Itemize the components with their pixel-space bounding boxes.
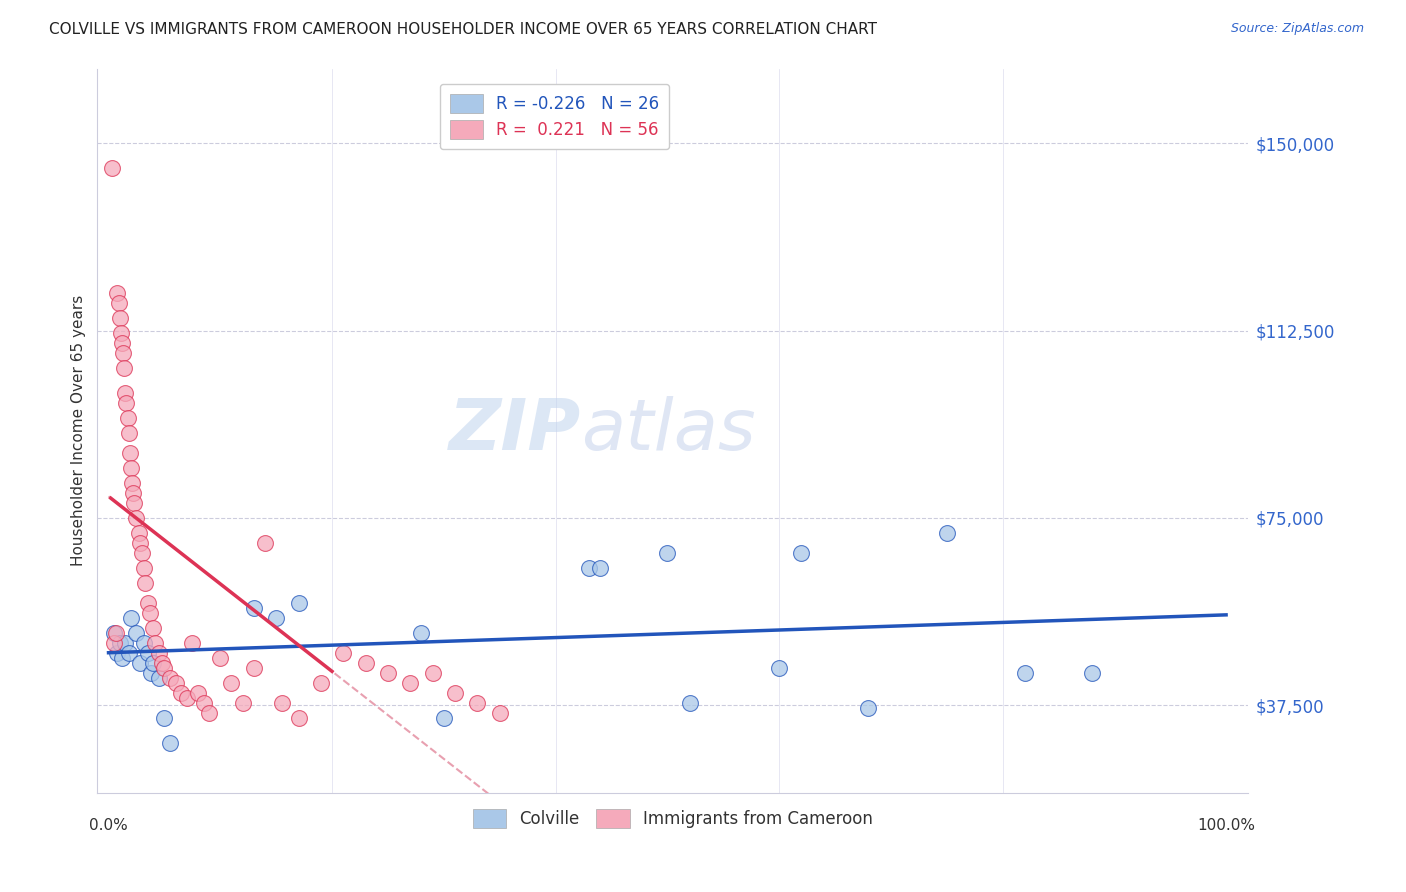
- Point: [309, 675, 332, 690]
- Point: [105, 625, 128, 640]
- Point: [264, 611, 287, 625]
- Point: [117, 426, 139, 441]
- Point: [589, 561, 612, 575]
- Legend: Colville, Immigrants from Cameroon: Colville, Immigrants from Cameroon: [467, 803, 880, 835]
- Text: 0.0%: 0.0%: [89, 818, 128, 832]
- Point: [332, 646, 354, 660]
- Point: [112, 346, 135, 360]
- Text: ZIP: ZIP: [449, 396, 581, 465]
- Point: [232, 696, 254, 710]
- Point: [103, 625, 125, 640]
- Point: [122, 486, 145, 500]
- Point: [153, 711, 176, 725]
- Point: [108, 311, 131, 326]
- Point: [209, 650, 232, 665]
- Point: [136, 596, 159, 610]
- Point: [176, 690, 198, 705]
- Point: [159, 736, 181, 750]
- Point: [488, 706, 510, 720]
- Point: [134, 575, 156, 590]
- Point: [221, 675, 243, 690]
- Point: [103, 636, 125, 650]
- Point: [114, 386, 136, 401]
- Point: [198, 706, 221, 720]
- Point: [117, 646, 139, 660]
- Point: [243, 600, 266, 615]
- Point: [433, 711, 456, 725]
- Point: [193, 696, 215, 710]
- Point: [108, 636, 131, 650]
- Point: [159, 671, 181, 685]
- Point: [120, 461, 142, 475]
- Text: Source: ZipAtlas.com: Source: ZipAtlas.com: [1230, 22, 1364, 36]
- Point: [120, 611, 142, 625]
- Point: [136, 646, 159, 660]
- Point: [790, 546, 813, 560]
- Point: [187, 686, 209, 700]
- Point: [107, 646, 129, 660]
- Point: [153, 661, 176, 675]
- Y-axis label: Householder Income Over 65 years: Householder Income Over 65 years: [72, 295, 86, 566]
- Point: [377, 665, 399, 680]
- Point: [253, 536, 276, 550]
- Point: [139, 665, 162, 680]
- Point: [399, 675, 422, 690]
- Point: [125, 625, 148, 640]
- Point: [657, 546, 679, 560]
- Point: [121, 476, 143, 491]
- Point: [935, 525, 957, 540]
- Point: [131, 546, 153, 560]
- Point: [125, 511, 148, 525]
- Point: [117, 411, 139, 425]
- Point: [101, 161, 124, 176]
- Point: [287, 596, 309, 610]
- Point: [114, 636, 136, 650]
- Point: [578, 561, 600, 575]
- Point: [110, 326, 132, 341]
- Point: [139, 606, 162, 620]
- Point: [111, 336, 134, 351]
- Point: [145, 636, 167, 650]
- Point: [165, 675, 187, 690]
- Point: [465, 696, 488, 710]
- Point: [134, 561, 156, 575]
- Point: [422, 665, 444, 680]
- Point: [142, 621, 165, 635]
- Point: [181, 636, 204, 650]
- Point: [118, 446, 141, 460]
- Point: [111, 650, 134, 665]
- Point: [444, 686, 467, 700]
- Point: [287, 711, 309, 725]
- Point: [107, 296, 129, 310]
- Point: [768, 661, 790, 675]
- Point: [115, 396, 138, 410]
- Point: [150, 656, 173, 670]
- Point: [107, 286, 129, 301]
- Point: [134, 636, 156, 650]
- Point: [148, 671, 170, 685]
- Point: [243, 661, 266, 675]
- Point: [270, 696, 292, 710]
- Point: [1081, 665, 1104, 680]
- Point: [858, 700, 880, 714]
- Point: [148, 646, 170, 660]
- Point: [142, 656, 165, 670]
- Point: [411, 625, 433, 640]
- Point: [170, 686, 193, 700]
- Point: [122, 496, 145, 510]
- Point: [354, 656, 377, 670]
- Point: [679, 696, 702, 710]
- Point: [128, 656, 150, 670]
- Point: [128, 536, 150, 550]
- Point: [1014, 665, 1036, 680]
- Point: [128, 525, 150, 540]
- Text: atlas: atlas: [581, 396, 755, 465]
- Point: [112, 361, 135, 376]
- Text: 100.0%: 100.0%: [1197, 818, 1256, 832]
- Text: COLVILLE VS IMMIGRANTS FROM CAMEROON HOUSEHOLDER INCOME OVER 65 YEARS CORRELATIO: COLVILLE VS IMMIGRANTS FROM CAMEROON HOU…: [49, 22, 877, 37]
